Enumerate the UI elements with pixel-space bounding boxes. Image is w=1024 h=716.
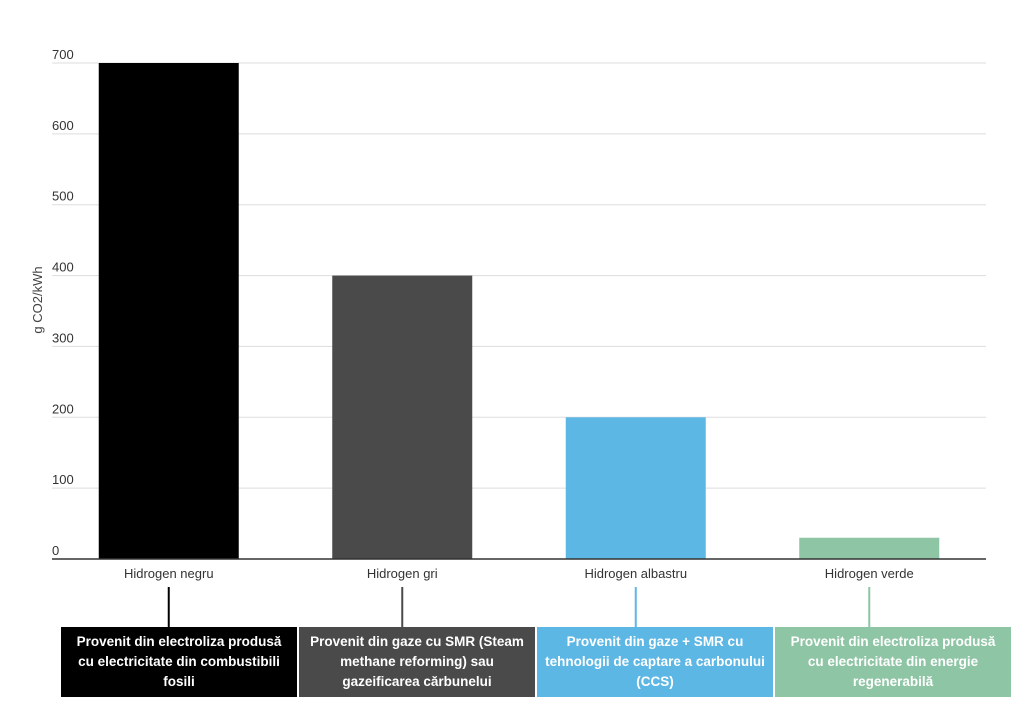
y-tick-label: 600: [52, 118, 74, 133]
x-tick-label: Hidrogen gri: [367, 566, 438, 581]
y-tick-label: 0: [52, 543, 59, 558]
description-box: Provenit din electroliza produsă cu elec…: [775, 627, 1011, 697]
y-tick-label: 200: [52, 401, 74, 416]
bars: [98, 63, 940, 559]
bar: [332, 275, 473, 559]
y-tick-label: 300: [52, 330, 74, 345]
connector-lines: [167, 587, 871, 627]
x-tick-label: Hidrogen negru: [124, 566, 214, 581]
description-box: Provenit din gaze cu SMR (Steam methane …: [299, 627, 535, 697]
description-box: Provenit din gaze + SMR cu tehnologii de…: [537, 627, 773, 697]
y-tick-label: 500: [52, 189, 74, 204]
bar: [799, 537, 940, 559]
category-labels: Hidrogen negru Hidrogen gri Hidrogen albas…: [124, 566, 914, 581]
x-tick-label: Hidrogen albastru: [584, 566, 687, 581]
y-axis-title: g CO2/kWh: [30, 266, 45, 333]
description-box: Provenit din electroliza produsă cu elec…: [61, 627, 297, 697]
bar: [565, 417, 706, 559]
bar: [98, 63, 239, 559]
y-tick-label: 700: [52, 47, 74, 62]
y-tick-label: 400: [52, 260, 74, 275]
y-axis-ticks: 0 100 200 300 400 500 600 700: [52, 47, 74, 558]
y-tick-label: 100: [52, 472, 74, 487]
x-tick-label: Hidrogen verde: [825, 566, 914, 581]
